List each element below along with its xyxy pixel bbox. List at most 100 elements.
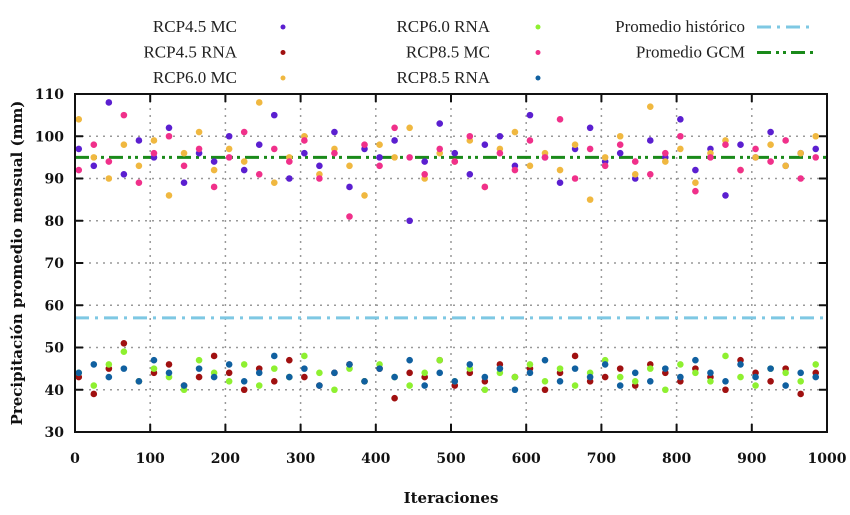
data-point	[346, 162, 353, 170]
data-point	[165, 192, 173, 199]
data-point	[120, 365, 128, 372]
data-point	[165, 124, 173, 132]
data-point	[105, 361, 113, 368]
data-point	[586, 145, 594, 153]
y-tick-label: 40	[45, 383, 65, 399]
data-point	[301, 365, 308, 372]
y-tick-label: 100	[35, 129, 64, 145]
data-point	[797, 149, 804, 157]
data-point	[556, 365, 564, 372]
data-point	[511, 373, 519, 381]
y-tick-label: 30	[45, 425, 65, 441]
data-point	[135, 378, 143, 385]
data-point	[646, 378, 654, 385]
data-point	[797, 378, 804, 385]
x-tick-label: 900	[737, 451, 766, 467]
data-point	[120, 348, 128, 356]
data-point	[451, 158, 459, 165]
data-point	[631, 378, 639, 385]
data-point	[255, 382, 263, 389]
data-point	[331, 369, 338, 377]
data-point	[616, 373, 624, 381]
data-point	[571, 352, 579, 360]
data-point	[75, 369, 83, 377]
data-point	[616, 365, 624, 372]
data-point	[511, 166, 519, 174]
y-axis-title: Precipitación promedio mensual (mm)	[8, 101, 26, 426]
data-point	[286, 373, 293, 381]
data-point	[496, 365, 504, 372]
data-point	[255, 170, 263, 178]
data-point	[376, 141, 383, 148]
data-point	[782, 382, 789, 389]
x-tick-label: 600	[512, 451, 541, 467]
data-point	[391, 394, 398, 402]
data-point	[135, 137, 143, 144]
data-point	[646, 170, 654, 178]
data-point	[376, 154, 383, 161]
data-point	[240, 166, 248, 174]
data-point	[707, 154, 714, 161]
data-point	[135, 179, 143, 187]
data-point	[496, 149, 504, 157]
legend-marker	[280, 24, 286, 30]
data-point	[586, 373, 594, 381]
data-point	[556, 179, 564, 187]
data-point	[436, 369, 444, 377]
legend-label: RCP8.5 RNA	[396, 68, 490, 87]
data-point	[692, 369, 699, 377]
data-point	[767, 141, 774, 148]
data-point	[225, 361, 233, 368]
data-point	[391, 154, 398, 161]
data-point	[662, 158, 669, 165]
x-tick-label: 500	[436, 451, 465, 467]
x-axis-title: Iteraciones	[404, 489, 499, 507]
data-point	[406, 382, 413, 389]
data-point	[541, 378, 549, 385]
axis-ticks: 0 100 200 300 400 500 600 700 800 900 1000 30 40 50 60…	[35, 87, 847, 467]
data-point	[195, 365, 203, 372]
legend: RCP4.5 MC RCP4.5 RNA RCP6.0 MC RCP6.0 RNA RC…	[143, 17, 815, 87]
data-point	[556, 378, 564, 385]
data-point	[526, 361, 534, 368]
data-point	[767, 158, 774, 165]
data-point	[301, 149, 308, 157]
legend-label: RCP4.5 RNA	[143, 43, 237, 62]
y-tick-label: 50	[45, 341, 65, 357]
average-lines	[75, 155, 827, 320]
data-point	[601, 373, 609, 381]
data-point	[436, 356, 444, 364]
data-point	[511, 128, 519, 136]
data-point	[75, 145, 83, 153]
data-point	[195, 145, 203, 153]
data-point	[782, 137, 789, 144]
data-point	[466, 170, 474, 178]
data-point	[406, 124, 413, 132]
data-point	[737, 166, 744, 174]
data-point	[797, 369, 804, 377]
data-point	[571, 382, 579, 389]
data-point	[225, 378, 233, 385]
data-point	[571, 365, 579, 372]
data-point	[346, 213, 353, 220]
data-point	[466, 361, 474, 368]
data-point	[692, 166, 699, 174]
data-point	[616, 141, 624, 148]
data-point	[165, 361, 173, 368]
data-point	[677, 373, 684, 381]
data-point	[466, 132, 474, 140]
data-point	[692, 187, 699, 195]
data-point	[346, 183, 353, 191]
data-point	[692, 356, 699, 364]
data-point	[105, 175, 113, 182]
data-point	[240, 158, 248, 165]
data-point	[255, 369, 263, 377]
data-point	[90, 382, 98, 389]
y-tick-label: 110	[35, 87, 64, 103]
x-tick-label: 200	[211, 451, 240, 467]
data-point	[586, 196, 594, 203]
data-point	[286, 175, 293, 182]
data-point	[150, 149, 158, 157]
legend-marker	[280, 50, 286, 55]
